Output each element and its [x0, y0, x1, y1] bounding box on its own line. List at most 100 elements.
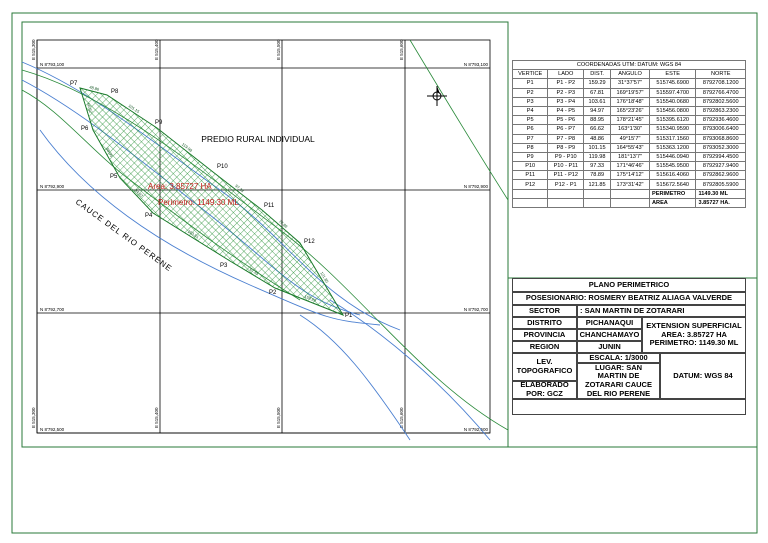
table-header: NORTE — [695, 69, 746, 80]
table-cell: 103.61 — [583, 96, 612, 107]
table-cell: P5 — [511, 115, 549, 126]
table-cell: 163°1'30" — [610, 124, 650, 135]
table-cell: P10 - P11 — [547, 161, 585, 172]
table-cell: 8792863.2300 — [695, 105, 746, 117]
table-cell: 169°19'57" — [610, 87, 650, 98]
table-cell: 8792802.5600 — [695, 96, 746, 107]
table-cell: 165°23'26" — [610, 105, 650, 117]
table-header: LADO — [547, 69, 585, 80]
vertex-label: P1 — [345, 313, 353, 319]
table-cell: P11 — [511, 170, 549, 181]
field-value: PICHANAQUI — [577, 317, 642, 329]
survey-label: LEV. TOPOGRAFICO — [512, 353, 577, 381]
table-cell: 8793052.3000 — [695, 142, 746, 153]
side-length: 88.95 — [105, 147, 115, 159]
table-total: 3.85727 HA. — [695, 197, 746, 209]
table-row: P11 P11 - P12 78.89 175°14'12" 515616.4060 87… — [511, 170, 746, 181]
grid-label: E 515,500 — [276, 39, 281, 60]
table-cell: 515597.4700 — [648, 87, 697, 98]
coordinate-table: COORDENADAS UTM: DATUM: WGS 84 VERTICE LAD… — [511, 59, 746, 209]
place: LUGAR: SAN MARTIN DE ZOTARARI CAUCE DEL … — [577, 363, 660, 399]
table-cell: 8792994.4500 — [695, 151, 746, 163]
table-cell: 8792805.5900 — [695, 179, 746, 190]
grid-label: E 515,600 — [399, 407, 404, 428]
table-cell: 8793006.6400 — [695, 124, 746, 135]
vertex-label: P10 — [217, 164, 228, 170]
table-cell: 88.95 — [583, 115, 612, 126]
table-cell: P11 - P12 — [547, 170, 585, 181]
block-owner: POSESIONARIO: ROSMERY BEATRIZ ALIAGA VAL… — [512, 292, 746, 305]
table-cell: P6 - P7 — [547, 124, 585, 135]
table-cell: 178°21'45" — [610, 115, 650, 126]
vertex-label: P11 — [264, 203, 275, 209]
grid-label: N 8'792,700 — [40, 307, 65, 312]
table-cell: 515317.1560 — [648, 133, 697, 144]
table-cell: P12 — [511, 179, 549, 190]
side-length: 78.89 — [278, 219, 289, 230]
table-row: P10 P10 - P11 97.33 171°46'46" 515545.9500 87… — [511, 161, 746, 172]
field-value: JUNIN — [577, 341, 642, 353]
grid-label: N 8'793,100 — [40, 62, 65, 67]
table-row: VERTICE LADO DIST. ANGULO ESTE NORTE — [511, 69, 746, 80]
table-cell: 78.89 — [583, 170, 612, 181]
side-length: 121.85 — [319, 271, 330, 285]
table-cell — [583, 188, 612, 199]
table-total: 1149.30 ML — [695, 188, 746, 199]
table-cell — [610, 197, 650, 209]
side-length: 97.33 — [234, 183, 246, 194]
grid-label: N 8'793,100 — [464, 62, 489, 67]
river-bank — [329, 299, 491, 441]
side-length: 101.15 — [127, 103, 141, 114]
table-cell: P8 - P9 — [547, 142, 585, 153]
table-row: PERIMETRO 1149.30 ML — [511, 188, 746, 199]
table-cell: 94.97 — [583, 105, 612, 117]
north-arrow — [427, 86, 447, 106]
table-row: P9 P9 - P10 119.98 181°13'7" 515446.0940 8792… — [511, 151, 746, 163]
grid-label: N 8'792,500 — [40, 427, 65, 432]
table-cell: 181°13'7" — [610, 151, 650, 163]
field-label: PROVINCIA — [512, 329, 577, 341]
grid-label: E 515,300 — [31, 39, 36, 60]
table-cell: P6 — [511, 124, 549, 135]
table-cell: P7 — [511, 133, 549, 144]
river-bank — [299, 314, 411, 441]
grid-label: E 515,400 — [154, 39, 159, 60]
table-cell: 515456.0800 — [648, 105, 697, 117]
table-cell: 67.81 — [583, 87, 612, 98]
field-label: REGION — [512, 341, 577, 353]
side-length: 103.61 — [187, 229, 201, 240]
table-cell: P1 - P2 — [547, 78, 585, 89]
block-title: PLANO PERIMETRICO — [512, 278, 746, 292]
table-row: P1 P1 - P2 159.29 31°37'57" 515745.6900 87927… — [511, 78, 746, 89]
parcel-area — [79, 87, 345, 317]
table-row: P7 P7 - P8 48.86 49°15'7" 515317.1560 8793068… — [511, 133, 746, 144]
table-cell: 176°18'48" — [610, 96, 650, 107]
table-cell: P12 - P1 — [547, 179, 585, 190]
datum: DATUM: WGS 84 — [660, 353, 746, 399]
extension-box: EXTENSION SUPERFICIAL AREA: 3.85727 HA P… — [642, 317, 746, 353]
table-cell: 515616.4060 — [648, 170, 697, 181]
table-header: ANGULO — [610, 69, 650, 80]
table-cell: 515545.9500 — [648, 161, 697, 172]
table-cell: P8 — [511, 142, 549, 153]
grid-label: E 515,300 — [31, 407, 36, 428]
table-row: P12 P12 - P1 121.85 173°31'42" 515672.5640 87… — [511, 179, 746, 190]
table-cell: P5 - P6 — [547, 115, 585, 126]
parcel-label: PREDIO RURAL INDIVIDUAL — [201, 134, 315, 144]
table-cell: 175°14'12" — [610, 170, 650, 181]
side-length: 66.62 — [86, 102, 94, 114]
table-row: P6 P6 - P7 66.62 163°1'30" 515340.9590 879300… — [511, 124, 746, 135]
blank-row — [512, 399, 746, 415]
grid-label: N 8'792,900 — [40, 184, 65, 189]
table-cell — [511, 188, 549, 199]
side-length: 67.81 — [249, 267, 261, 277]
vertex-label: P7 — [70, 81, 78, 87]
grid-label: E 515,600 — [399, 39, 404, 60]
table-row: P5 P5 - P6 88.95 178°21'45" 515395.6120 87929… — [511, 115, 746, 126]
table-cell: 173°31'42" — [610, 179, 650, 190]
table-cell: 97.33 — [583, 161, 612, 172]
table-cell: 66.62 — [583, 124, 612, 135]
table-cell — [610, 188, 650, 199]
sheet-border — [11, 12, 758, 534]
